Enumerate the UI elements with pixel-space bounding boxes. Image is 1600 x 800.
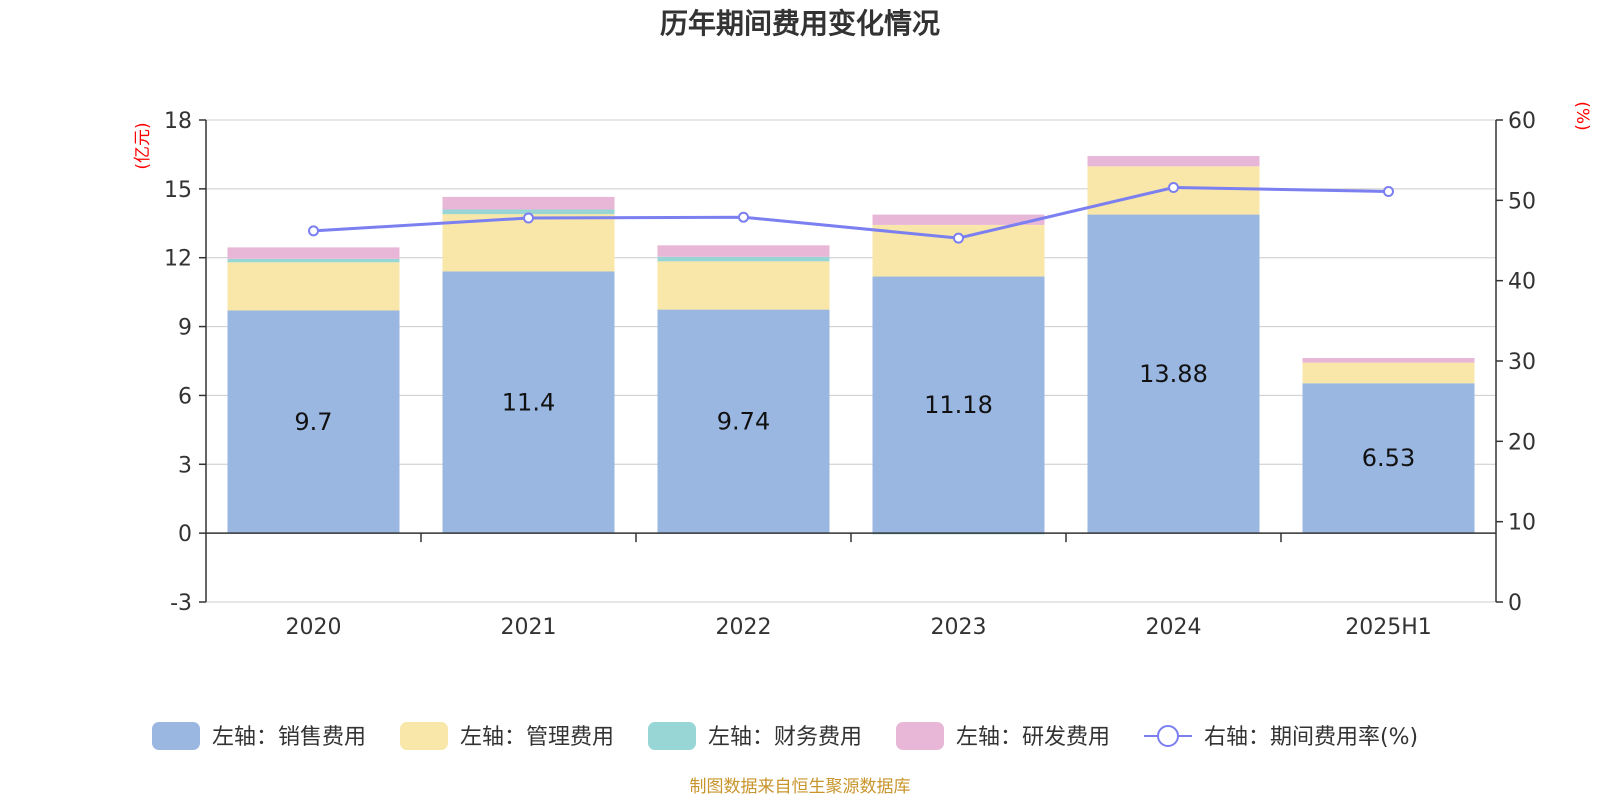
bar-segment [872, 276, 1045, 534]
legend-label: 左轴：研发费用 [956, 725, 1110, 750]
legend-item[interactable]: 左轴：销售费用 [152, 722, 366, 750]
grid-layer [206, 119, 1496, 603]
bar-segment [1302, 358, 1475, 363]
bar-value-label: 11.4 [502, 388, 555, 416]
legend-label: 左轴：管理费用 [460, 725, 614, 750]
left-tick-label: -3 [170, 591, 192, 616]
bar-segment [1087, 156, 1260, 167]
rate-line [313, 185, 1389, 240]
legend-swatch [896, 722, 944, 750]
bar-segment [657, 256, 830, 262]
bar-value-label: 11.18 [924, 391, 993, 419]
right-axis-unit: (%) [1572, 101, 1592, 130]
bar-segment [657, 309, 830, 534]
legend-item[interactable]: 右轴：期间费用率(%) [1144, 725, 1418, 750]
bar-segment [1302, 383, 1475, 534]
rate-point [1168, 181, 1179, 193]
bar-segment [227, 262, 400, 311]
legend-marker [1157, 725, 1179, 747]
line-layer [308, 181, 1394, 244]
left-tick-label: 6 [178, 384, 192, 409]
rate-point [1383, 185, 1394, 197]
legend-label: 右轴：期间费用率(%) [1204, 725, 1418, 750]
left-tick-label: 15 [164, 178, 192, 203]
axis-layer: -3 0 3 6 9 12 15 18 0 10 20 30 40 50 60 2020 2021 2022 202… [164, 109, 1536, 640]
source-note: 制图数据来自恒生聚源数据库 [690, 777, 911, 797]
chart-title: 历年期间费用变化情况 [660, 7, 940, 40]
bar-segment [227, 258, 400, 263]
bar-value-label: 6.53 [1362, 444, 1415, 472]
legend-swatch [400, 722, 448, 750]
right-tick-label: 20 [1508, 430, 1536, 455]
rate-point [738, 211, 749, 223]
right-tick-label: 40 [1508, 270, 1536, 295]
legend-item[interactable]: 左轴：研发费用 [896, 722, 1110, 750]
bar-segment [872, 214, 1045, 225]
x-tick-label: 2022 [716, 615, 772, 640]
rate-point [523, 212, 534, 224]
left-tick-label: 9 [178, 316, 192, 341]
right-tick-label: 10 [1508, 511, 1536, 536]
bar-value-label: 9.7 [294, 408, 332, 436]
x-tick-label: 2021 [501, 615, 557, 640]
legend-item[interactable]: 左轴：管理费用 [400, 722, 614, 750]
legend-swatch [648, 722, 696, 750]
bar-layer [227, 156, 1475, 535]
right-tick-label: 0 [1508, 591, 1522, 616]
left-tick-label: 18 [164, 109, 192, 134]
bar-segment [442, 209, 615, 215]
bar-segment [227, 247, 400, 259]
bar-segment [442, 196, 615, 210]
bar-segment [442, 271, 615, 534]
left-tick-label: 0 [178, 522, 192, 547]
left-axis-unit: (亿元) [133, 122, 153, 169]
right-tick-label: 30 [1508, 350, 1536, 375]
right-tick-label: 50 [1508, 189, 1536, 214]
bar-segment [657, 261, 830, 310]
bar-segment [442, 214, 615, 272]
bar-segment [1302, 362, 1475, 384]
right-tick-label: 60 [1508, 109, 1536, 134]
x-tick-label: 2024 [1146, 615, 1202, 640]
x-tick-label: 2023 [931, 615, 987, 640]
bar-value-label: 13.88 [1139, 360, 1208, 388]
x-tick-label: 2020 [286, 615, 342, 640]
legend-item[interactable]: 左轴：财务费用 [648, 722, 862, 750]
legend-label: 左轴：销售费用 [212, 725, 366, 750]
bar-segment [1087, 214, 1260, 534]
left-tick-label: 12 [164, 247, 192, 272]
bar-segment [657, 245, 830, 257]
bar-segment [227, 310, 400, 534]
legend-swatch [152, 722, 200, 750]
bar-value-label: 9.74 [717, 407, 770, 435]
x-tick-label: 2025H1 [1345, 615, 1432, 640]
label-layer: 9.7 11.4 9.74 11.18 13.88 6.53 [294, 360, 1415, 472]
left-tick-label: 3 [178, 453, 192, 478]
legend-label: 左轴：财务费用 [708, 725, 862, 750]
legend: 左轴：销售费用 左轴：管理费用 左轴：财务费用 左轴：研发费用 右轴：期间费用率(%) [152, 722, 1418, 750]
rate-point [953, 232, 964, 244]
rate-point [308, 225, 319, 237]
